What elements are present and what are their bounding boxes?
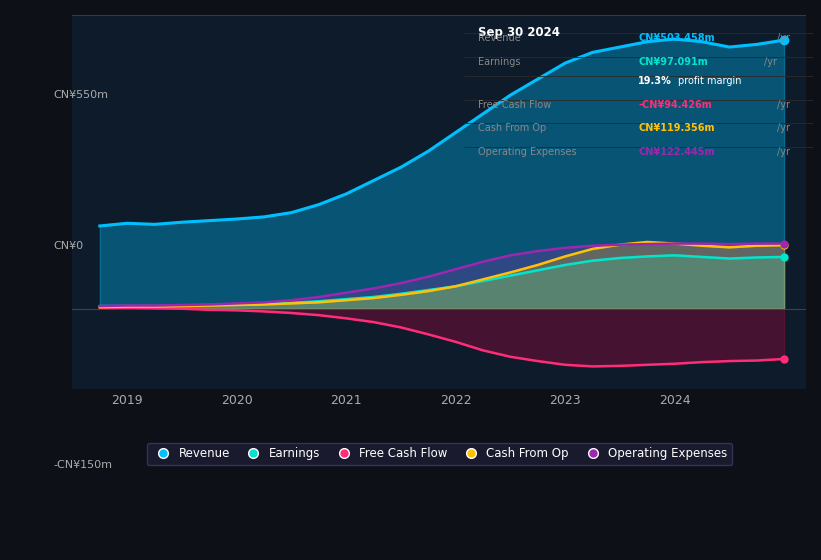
- Text: 19.3%: 19.3%: [639, 76, 672, 86]
- Text: CN¥0: CN¥0: [53, 241, 84, 251]
- Text: CN¥97.091m: CN¥97.091m: [639, 57, 708, 67]
- Text: -CN¥94.426m: -CN¥94.426m: [639, 100, 712, 110]
- Text: Revenue: Revenue: [478, 34, 521, 44]
- Text: Cash From Op: Cash From Op: [478, 123, 546, 133]
- Text: Sep 30 2024: Sep 30 2024: [478, 26, 560, 39]
- Text: /yr: /yr: [764, 57, 777, 67]
- Text: Earnings: Earnings: [478, 57, 521, 67]
- Text: CN¥119.356m: CN¥119.356m: [639, 123, 715, 133]
- Text: profit margin: profit margin: [678, 76, 742, 86]
- Text: /yr: /yr: [777, 34, 790, 44]
- Text: -CN¥150m: -CN¥150m: [53, 460, 112, 470]
- Text: CN¥550m: CN¥550m: [53, 90, 108, 100]
- Legend: Revenue, Earnings, Free Cash Flow, Cash From Op, Operating Expenses: Revenue, Earnings, Free Cash Flow, Cash …: [147, 443, 732, 465]
- Text: CN¥122.445m: CN¥122.445m: [639, 147, 715, 157]
- Text: /yr: /yr: [777, 100, 790, 110]
- Text: Operating Expenses: Operating Expenses: [478, 147, 576, 157]
- Text: Free Cash Flow: Free Cash Flow: [478, 100, 551, 110]
- Text: /yr: /yr: [777, 123, 790, 133]
- Text: /yr: /yr: [777, 147, 790, 157]
- Text: CN¥503.458m: CN¥503.458m: [639, 34, 715, 44]
